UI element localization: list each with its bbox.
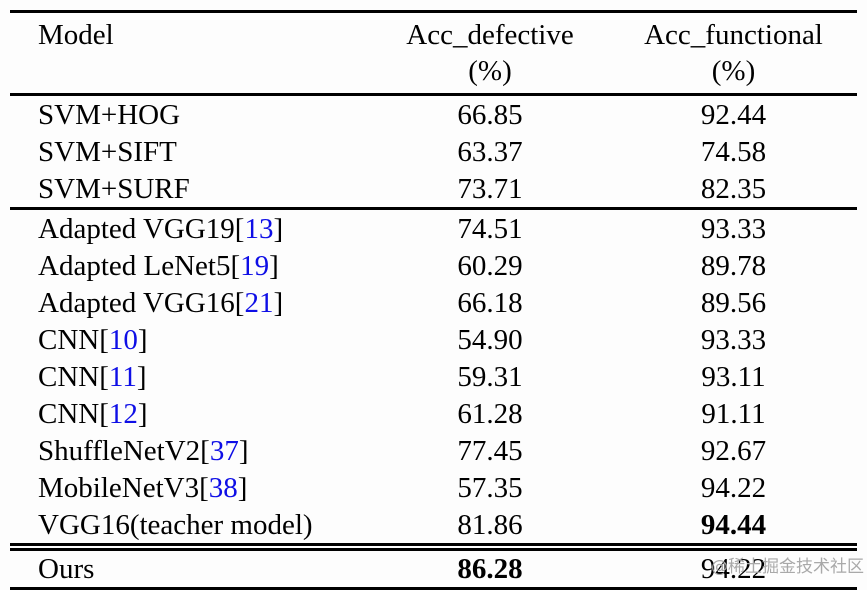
acc-functional-cell: 92.67 [700,434,767,467]
col-header-acc-defective-unit: (%) [468,55,512,87]
model-cell: VGG16(teacher model) [10,506,370,547]
model-name: SVM+SIFT [38,135,177,168]
acc-functional-cell: 82.35 [700,172,767,205]
watermark: @稀土掘金技术社区 [711,557,864,577]
citation-link[interactable]: 38 [208,471,238,504]
model-name: CNN[ [38,323,109,356]
table-row: MobileNetV3[38] 57.35 94.22 [10,469,857,506]
table-row: SVM+HOG 66.85 92.44 [10,95,857,134]
table-row: VGG16(teacher model) 81.86 94.44 [10,506,857,547]
model-name-suffix: ] [137,397,148,430]
table-row: Adapted VGG19[13] 74.51 93.33 [10,209,857,248]
col-header-model-label: Model [38,19,114,51]
table-row: CNN[11] 59.31 93.11 [10,358,857,395]
model-cell: SVM+SURF [10,170,370,209]
model-name-suffix: ] [269,249,279,282]
model-name: Ours [38,553,95,585]
acc-functional-cell: 91.11 [701,397,766,430]
model-name-suffix: ] [237,471,248,504]
model-cell: Adapted LeNet5[19] [10,247,370,284]
acc-functional-cell: 89.56 [700,286,767,319]
model-cell: Adapted VGG19[13] [10,209,370,248]
model-cell: Ours [10,547,370,589]
model-cell: Adapted VGG16[21] [10,284,370,321]
model-name: SVM+SURF [38,172,190,205]
col-header-acc-defective: Acc_defective (%) [370,12,610,95]
col-header-model: Model [10,12,370,95]
citation-link[interactable]: 12 [108,397,138,430]
model-name: Adapted VGG19[ [38,212,245,245]
acc-functional-cell: 89.78 [700,249,767,282]
acc-functional-cell: 94.44 [700,508,767,541]
table-row: Adapted VGG16[21] 66.18 89.56 [10,284,857,321]
model-name-suffix: ] [238,434,249,467]
acc-defective-cell: 73.71 [457,172,523,205]
model-name: VGG16(teacher model) [38,508,313,541]
citation-link[interactable]: 13 [244,212,274,245]
acc-defective-cell: 60.29 [457,249,523,282]
table-row: CNN[12] 61.28 91.11 [10,395,857,432]
citation-link[interactable]: 10 [108,323,138,356]
model-name: Adapted LeNet5[ [38,249,241,282]
citation-link[interactable]: 19 [240,249,270,282]
model-name-suffix: ] [273,212,284,245]
model-cell: CNN[11] [10,358,370,395]
model-name-suffix: ] [273,286,284,319]
acc-defective-cell: 59.31 [457,360,523,393]
acc-functional-cell: 94.22 [700,471,767,504]
model-cell: SVM+SIFT [10,133,370,170]
model-cell: CNN[10] [10,321,370,358]
header-row: Model Acc_defective (%) Acc_functional (… [10,12,857,95]
model-cell: MobileNetV3[38] [10,469,370,506]
model-cell: ShuffleNetV2[37] [10,432,370,469]
acc-defective-cell: 66.18 [457,286,523,319]
model-name: SVM+HOG [38,98,181,131]
results-table: Model Acc_defective (%) Acc_functional (… [10,10,857,590]
acc-functional-cell: 94.22 [700,553,767,585]
model-name: MobileNetV3[ [38,471,209,504]
acc-defective-cell: 66.85 [457,98,523,131]
acc-defective-cell: 81.86 [457,508,523,541]
acc-defective-cell: 54.90 [457,323,523,356]
acc-functional-cell: 93.33 [700,212,767,245]
model-name: CNN[ [38,360,109,393]
table-row: CNN[10] 54.90 93.33 [10,321,857,358]
table-row: Adapted LeNet5[19] 60.29 89.78 [10,247,857,284]
acc-defective-cell: 57.35 [457,471,523,504]
table-row: SVM+SURF 73.71 82.35 [10,170,857,209]
model-cell: CNN[12] [10,395,370,432]
model-name-suffix: ] [137,323,148,356]
model-name: ShuffleNetV2[ [38,434,210,467]
model-name: Adapted VGG16[ [38,286,245,319]
acc-defective-cell: 74.51 [457,212,523,245]
acc-functional-cell: 93.11 [701,360,766,393]
model-name: CNN[ [38,397,109,430]
col-header-acc-defective-label: Acc_defective [406,19,574,51]
table-row: SVM+SIFT 63.37 74.58 [10,133,857,170]
citation-link[interactable]: 37 [209,434,239,467]
acc-functional-cell: 93.33 [700,323,767,356]
acc-defective-cell: 63.37 [457,135,523,168]
table-row: ShuffleNetV2[37] 77.45 92.67 [10,432,857,469]
acc-defective-cell: 61.28 [457,397,523,430]
citation-link[interactable]: 21 [244,286,274,319]
acc-functional-cell: 74.58 [700,135,767,168]
col-header-acc-functional-label: Acc_functional [644,19,823,51]
acc-defective-cell: 86.28 [457,553,523,585]
model-cell: SVM+HOG [10,95,370,134]
table-row-ours: Ours 86.28 94.22 [10,547,857,589]
citation-link[interactable]: 11 [108,360,137,393]
acc-defective-cell: 77.45 [457,434,523,467]
model-name-suffix: ] [136,360,147,393]
col-header-acc-functional-unit: (%) [711,55,756,87]
col-header-acc-functional: Acc_functional (%) [610,12,857,95]
acc-functional-cell: 92.44 [700,98,767,131]
